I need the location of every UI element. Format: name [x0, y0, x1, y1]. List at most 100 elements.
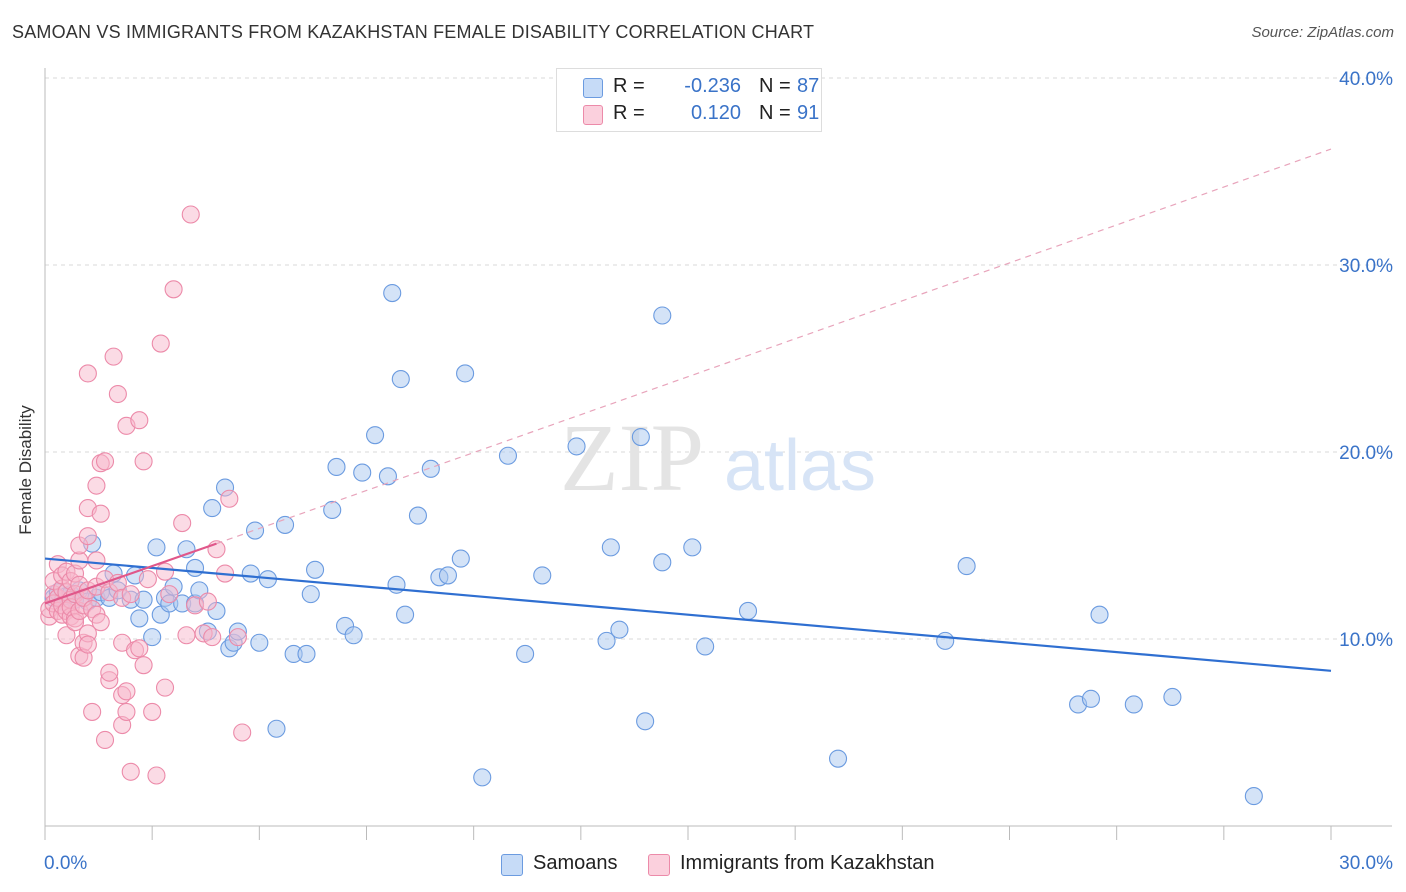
point-kazakhstan	[143, 702, 162, 721]
point-samoan	[498, 446, 518, 465]
bottom-legend-label-samoans: Samoans	[533, 852, 618, 874]
trend-lines	[44, 148, 1332, 672]
point-samoan	[421, 459, 440, 478]
point-samoan	[185, 558, 205, 577]
point-samoan	[631, 427, 650, 447]
point-kazakhstan	[87, 551, 106, 570]
point-samoan	[828, 749, 848, 768]
tick-labels: 10.0% 20.0% 30.0% 40.0% 0.0% 30.0%	[44, 69, 1393, 874]
watermark-zip: ZIP	[560, 404, 704, 511]
point-kazakhstan	[130, 639, 149, 658]
point-samoan	[597, 631, 616, 650]
point-samoan	[250, 633, 269, 652]
point-kazakhstan	[155, 678, 175, 697]
legend-r-value: -0.236	[684, 75, 741, 97]
point-samoan	[957, 557, 976, 576]
point-samoan	[408, 506, 427, 525]
point-kazakhstan	[121, 585, 140, 604]
point-kazakhstan	[91, 613, 110, 632]
point-kazakhstan	[78, 364, 97, 383]
point-samoan	[301, 585, 320, 604]
point-samoan	[353, 463, 372, 482]
point-samoan	[438, 566, 457, 585]
point-samoan	[696, 637, 715, 656]
point-kazakhstan	[155, 562, 175, 581]
point-kazakhstan	[104, 347, 123, 366]
point-samoan	[147, 538, 166, 557]
point-samoan	[683, 538, 702, 557]
point-samoan	[1081, 689, 1100, 708]
y-tick-label: 10.0%	[1339, 630, 1393, 651]
legend-n-label: N =	[759, 75, 791, 97]
legend-swatch-kazakhstan	[583, 105, 603, 125]
chart-title: SAMOAN VS IMMIGRANTS FROM KAZAKHSTAN FEM…	[12, 22, 815, 42]
bottom-legend-label-kazakhstan: Immigrants from Kazakhstan	[680, 852, 935, 874]
point-samoan	[245, 521, 265, 540]
point-kazakhstan	[147, 766, 166, 785]
point-samoan	[143, 628, 162, 647]
trend-line-kazakhstan	[44, 542, 217, 605]
point-kazakhstan	[100, 663, 119, 682]
point-samoan	[473, 768, 492, 787]
legend-n-value: 87	[797, 75, 820, 97]
axes	[44, 68, 1392, 840]
grid-lines	[45, 77, 1392, 640]
legend-r-label: R =	[613, 75, 645, 97]
point-samoan	[516, 644, 535, 664]
point-samoan	[344, 626, 363, 645]
point-kazakhstan	[87, 476, 106, 495]
bottom-legend-swatch-samoans	[501, 854, 523, 876]
point-samoan	[567, 437, 586, 456]
point-samoan	[533, 566, 552, 585]
legend-swatch-samoans	[583, 78, 603, 98]
point-kazakhstan	[160, 585, 179, 604]
point-kazakhstan	[117, 682, 136, 701]
legend-r-value: 0.120	[690, 102, 741, 124]
legend-n-value: 91	[797, 102, 820, 124]
point-samoan	[276, 515, 295, 534]
watermark: ZIP atlas	[560, 404, 876, 511]
source-label: Source: ZipAtlas.com	[1251, 24, 1394, 41]
point-kazakhstan	[108, 384, 127, 404]
point-kazakhstan	[134, 452, 153, 471]
correlation-legend: R = -0.236 N = 87 R = 0.120 N = 91	[556, 68, 822, 132]
point-kazakhstan	[181, 205, 200, 224]
point-samoan	[323, 500, 342, 520]
point-samoan	[383, 283, 402, 303]
legend-n-label: N =	[759, 102, 791, 124]
point-kazakhstan	[95, 452, 115, 471]
point-samoan	[1244, 787, 1263, 806]
point-samoan	[366, 426, 385, 445]
point-samoan	[1090, 605, 1109, 624]
trend-line-samoans	[44, 557, 1332, 672]
bottom-legend-swatch-kazakhstan	[648, 854, 670, 876]
legend-r-label: R =	[613, 102, 645, 124]
watermark-atlas: atlas	[724, 426, 876, 506]
point-samoan	[306, 560, 325, 579]
point-kazakhstan	[228, 628, 247, 647]
point-kazakhstan	[91, 504, 110, 523]
point-samoan	[456, 364, 475, 383]
point-kazakhstan	[121, 762, 140, 781]
point-kazakhstan	[203, 628, 222, 647]
point-samoan	[391, 370, 410, 389]
point-kazakhstan	[117, 702, 136, 721]
point-kazakhstan	[138, 570, 157, 589]
point-kazakhstan	[83, 702, 102, 721]
point-kazakhstan	[198, 592, 217, 611]
point-samoan	[1163, 687, 1182, 707]
y-tick-label: 40.0%	[1339, 69, 1393, 90]
point-kazakhstan	[134, 656, 153, 675]
point-samoan	[936, 631, 955, 650]
point-kazakhstan	[78, 527, 97, 546]
point-samoan	[636, 712, 655, 731]
y-tick-label: 30.0%	[1339, 256, 1393, 277]
point-samoan	[601, 538, 620, 557]
point-samoan	[130, 609, 149, 628]
point-samoan	[297, 644, 316, 664]
point-kazakhstan	[57, 626, 76, 645]
point-samoan	[610, 620, 629, 639]
point-samoan	[653, 553, 672, 572]
y-tick-label: 20.0%	[1339, 443, 1393, 464]
y-axis-title: Female Disability	[16, 405, 35, 535]
